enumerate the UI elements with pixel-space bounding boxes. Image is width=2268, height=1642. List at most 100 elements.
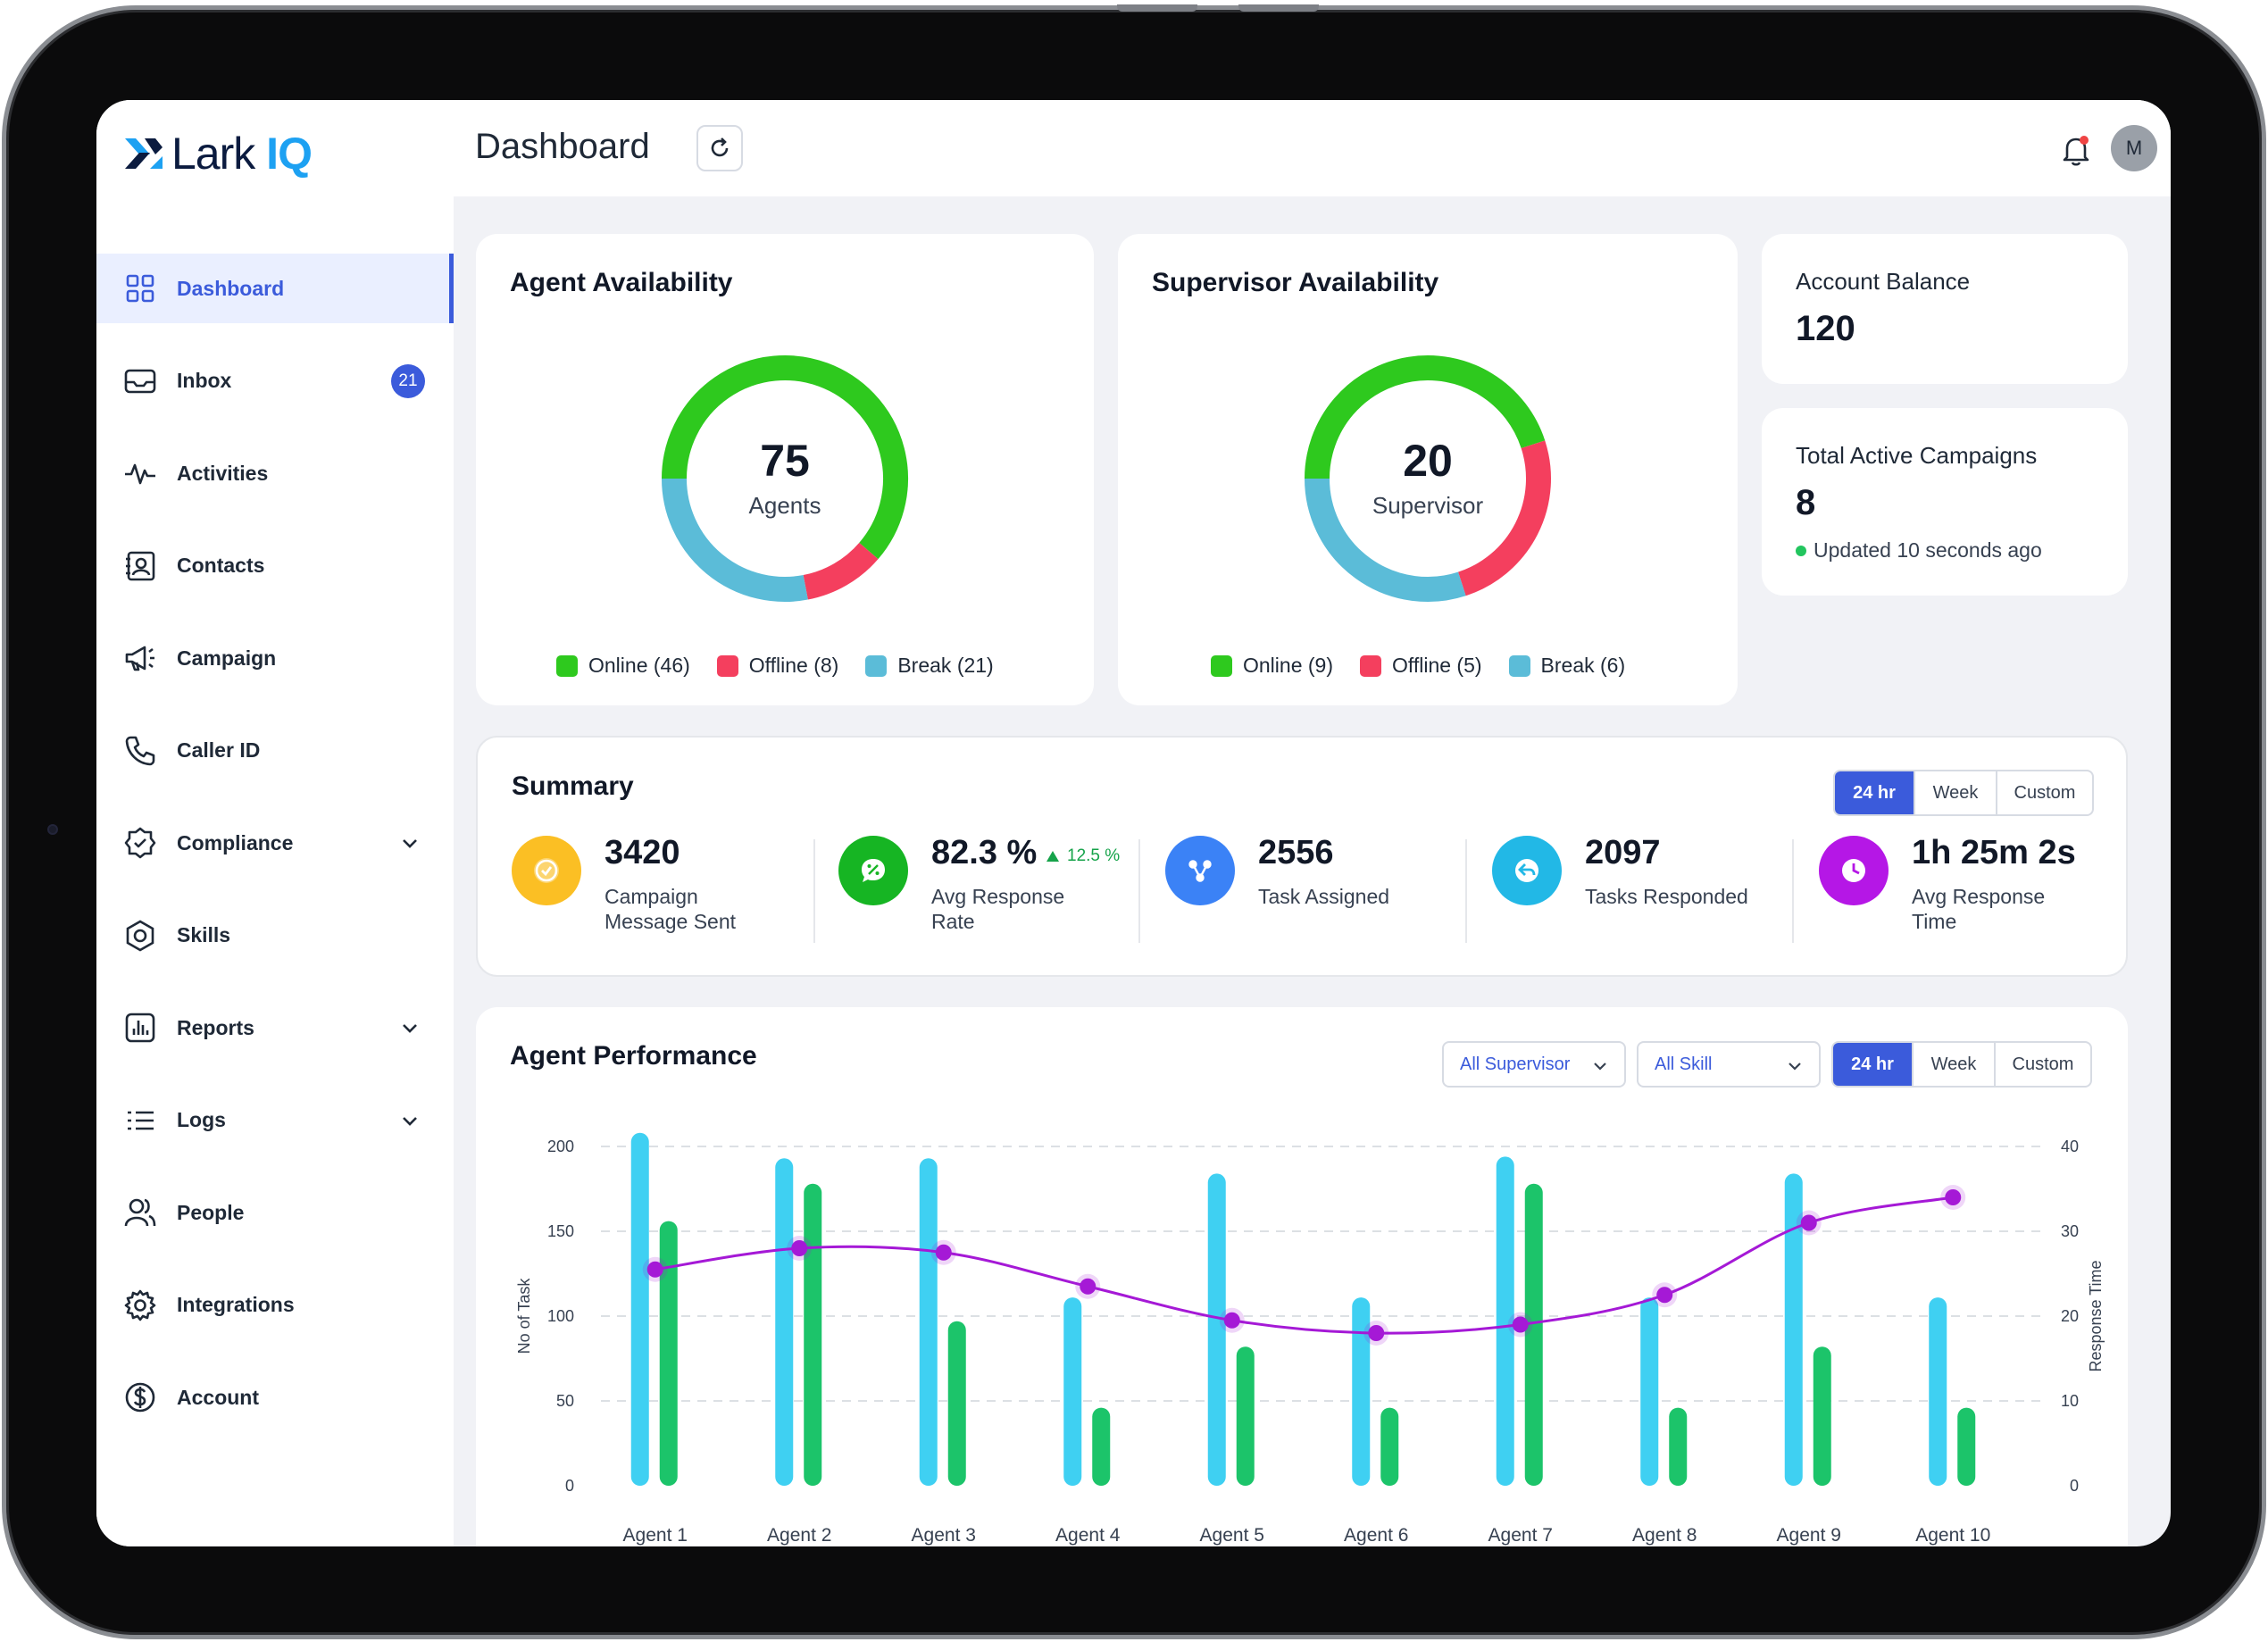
- range-week-button[interactable]: Week: [1914, 1043, 1996, 1086]
- sidebar-item-account[interactable]: Account: [96, 1363, 454, 1432]
- legend-swatch: [1359, 654, 1381, 677]
- range-24hr-button[interactable]: 24 hr: [1833, 1043, 1914, 1086]
- response-time-point: [646, 1261, 663, 1278]
- legend-swatch: [865, 654, 888, 677]
- percent-chat-icon: [838, 836, 908, 905]
- metric-value: 2556: [1258, 834, 1334, 871]
- agent-performance-card: Agent Performance All Supervisor All Ski…: [476, 1007, 2128, 1546]
- sidebar-item-compliance[interactable]: Compliance: [96, 808, 454, 878]
- legend-online: Online (46): [556, 654, 690, 678]
- sidebar-item-integrations[interactable]: Integrations: [96, 1271, 454, 1340]
- y-tick-label: 100: [547, 1307, 574, 1325]
- divider: [1792, 839, 1794, 943]
- range-custom-button[interactable]: Custom: [2014, 782, 2076, 803]
- y-tick-label: 50: [556, 1392, 574, 1410]
- avatar[interactable]: M: [2111, 125, 2157, 171]
- supervisor-donut-chart: [1305, 355, 1551, 602]
- sidebar-item-label: Activities: [177, 461, 269, 485]
- metric-avg-response-rate: 82.3 % 12.5 % Avg Response Rate: [838, 834, 1133, 938]
- summary-range-toggle: 24 hr Week Custom: [1833, 770, 2094, 816]
- response-time-point: [1080, 1278, 1096, 1295]
- clock-icon: [1819, 836, 1889, 905]
- sidebar-item-label: Integrations: [177, 1293, 295, 1316]
- range-custom-button[interactable]: Custom: [2012, 1054, 2074, 1074]
- sidebar-item-reports[interactable]: Reports: [96, 993, 454, 1063]
- response-time-point: [1368, 1325, 1385, 1341]
- card-title: Agent Performance: [510, 1041, 757, 1071]
- sidebar-item-label: People: [177, 1200, 245, 1224]
- y-tick-label: 0: [565, 1477, 574, 1495]
- legend-swatch: [556, 654, 578, 677]
- sidebar-item-people[interactable]: People: [96, 1178, 454, 1247]
- x-category-label: Agent 8: [1632, 1525, 1697, 1546]
- sidebar-item-contacts[interactable]: Contacts: [96, 531, 454, 601]
- sidebar-item-caller-id[interactable]: Caller ID: [96, 716, 454, 786]
- response-time-point: [1656, 1287, 1673, 1304]
- supervisor-legend: Online (9) Offline (5) Break (6): [1211, 654, 1652, 678]
- metric-value: 82.3 %: [931, 834, 1038, 871]
- sidebar-item-activities[interactable]: Activities: [96, 438, 454, 508]
- sidebar-item-label: Inbox: [177, 369, 232, 392]
- sidebar-item-dashboard[interactable]: Dashboard: [96, 254, 454, 323]
- bar-tasks-responded: [1669, 1407, 1688, 1486]
- metric-value: 3420: [605, 834, 680, 871]
- sidebar-item-inbox[interactable]: Inbox 21: [96, 346, 454, 416]
- skill-filter-dropdown[interactable]: All Skill: [1637, 1041, 1821, 1088]
- sidebar-item-logs[interactable]: Logs: [96, 1086, 454, 1155]
- card-title: Summary: [512, 771, 634, 801]
- response-time-point: [1800, 1214, 1817, 1231]
- dollar-circle-icon: [125, 1382, 155, 1413]
- agent-donut: 75 Agents: [660, 354, 910, 604]
- sidebar-item-label: Logs: [177, 1108, 226, 1131]
- y2-tick-label: 10: [2061, 1392, 2079, 1410]
- status-dot: [1796, 545, 1806, 556]
- sidebar-item-label: Account: [177, 1385, 259, 1409]
- bar-tasks-responded: [659, 1221, 678, 1486]
- tablet-button: [1117, 4, 1197, 12]
- sidebar-item-skills[interactable]: Skills: [96, 901, 454, 971]
- phone-icon: [125, 736, 155, 765]
- metric-value: 2097: [1585, 834, 1661, 871]
- y-axis-label: No of Task: [515, 1278, 533, 1354]
- sidebar-item-campaign[interactable]: Campaign: [96, 623, 454, 693]
- supervisor-total: 20: [1403, 435, 1453, 486]
- bar-tasks-responded: [1092, 1407, 1111, 1486]
- sidebar-item-label: Skills: [177, 923, 231, 946]
- logo[interactable]: Lark IQ: [123, 127, 313, 180]
- x-category-label: Agent 2: [767, 1525, 831, 1546]
- bar-tasks-assigned: [1207, 1173, 1226, 1486]
- chevron-down-icon[interactable]: [400, 833, 420, 853]
- metric-label: Avg Response Time: [1912, 885, 2046, 933]
- x-category-label: Agent 1: [623, 1525, 688, 1546]
- agent-slice-offline: [803, 542, 879, 600]
- x-category-label: Agent 3: [912, 1525, 976, 1546]
- chevron-down-icon[interactable]: [400, 1111, 420, 1130]
- agent-unit: Agents: [748, 491, 821, 519]
- agent-donut-chart: [662, 355, 908, 602]
- bar-tasks-responded: [1813, 1346, 1831, 1486]
- refresh-button[interactable]: [696, 125, 743, 171]
- supervisor-slice-offline: [1457, 440, 1551, 596]
- sidebar-item-label: Reports: [177, 1015, 254, 1039]
- chevron-down-icon: [1789, 1063, 1801, 1071]
- legend-offline: Offline (8): [716, 654, 838, 678]
- metric-tasks-responded: 2097 Tasks Responded: [1492, 834, 1787, 938]
- bar-tasks-assigned: [1496, 1156, 1514, 1486]
- chevron-down-icon[interactable]: [400, 1018, 420, 1038]
- grid-icon: [126, 274, 154, 303]
- range-24hr-button[interactable]: 24 hr: [1835, 771, 1915, 814]
- sidebar-item-label: Caller ID: [177, 738, 261, 762]
- legend-break: Break (21): [865, 654, 994, 678]
- inbox-icon: [124, 369, 156, 393]
- metric-task-assigned: 2556 Task Assigned: [1165, 834, 1460, 938]
- supervisor-slice-break: [1305, 478, 1466, 602]
- range-week-button[interactable]: Week: [1915, 771, 1997, 814]
- gear-icon: [124, 1289, 156, 1321]
- response-time-point: [1223, 1312, 1240, 1329]
- response-time-point: [1512, 1316, 1529, 1333]
- account-balance-card: Account Balance 120: [1762, 234, 2128, 384]
- bell-icon[interactable]: [2058, 132, 2094, 168]
- metric-label: Tasks Responded: [1585, 885, 1748, 908]
- supervisor-filter-dropdown[interactable]: All Supervisor: [1442, 1041, 1626, 1088]
- response-time-point: [935, 1244, 952, 1261]
